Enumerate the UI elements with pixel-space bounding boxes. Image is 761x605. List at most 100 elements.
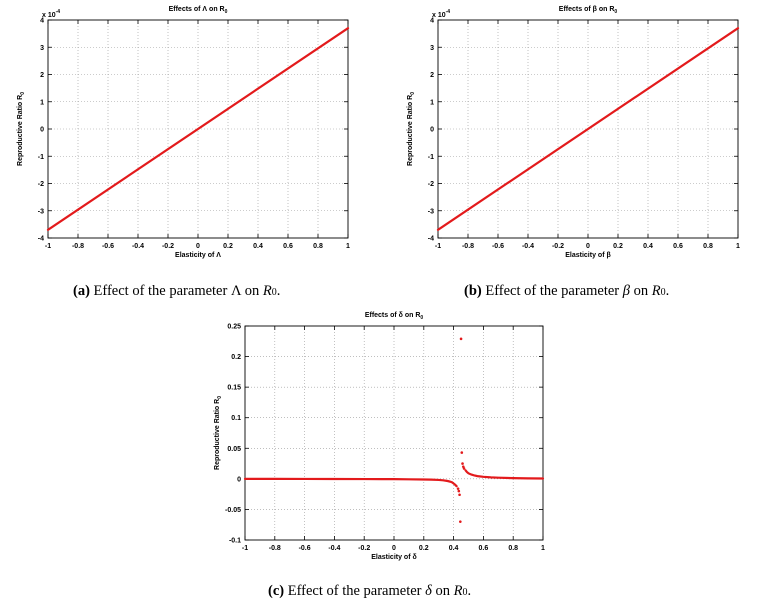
x-tick-label: 0.8 [703,243,713,250]
series-line [436,27,740,231]
data-point [456,487,460,490]
caption-b-text: Effect of the parameter [485,283,623,299]
y-tick-label: -3 [428,208,434,215]
y-tick-label: 1 [430,99,434,106]
x-tick-label: 0.2 [223,243,233,250]
x-axis-label: Elasticity of Λ [175,252,221,259]
y-tick-label: 0.1 [231,415,241,422]
caption-b-param: β [622,283,630,299]
chart-lambda: -1 -0.8 -0.6 -0.4 -0.2 0 0.2 0.4 0.6 0.8 1 -4 -3 -2 -1… [17,6,350,259]
y-tick-label: 2 [430,72,434,79]
y-tick-label: -0.05 [225,507,241,514]
x-tick-label: -0.4 [132,243,144,250]
x-tick-label: -0.2 [358,545,370,552]
x-tick-label: 0.4 [449,545,459,552]
y-axis-label-sub: 0 [20,92,26,95]
caption-c-sub: 0 [462,587,468,598]
chart-title: Effects of β on R0 [559,6,618,15]
y-axis-label-sub: 0 [410,92,416,95]
x-tick-label: 0.8 [508,545,518,552]
plot-frame [47,19,349,239]
data-point [459,337,463,341]
x-tick-label: 0.8 [313,243,323,250]
x-tick-label: 1 [346,243,350,250]
plot-frame [437,19,739,239]
caption-b-end: . [665,283,670,299]
caption-c-symbol: R [453,583,463,599]
y-tick-label: 0 [40,127,44,134]
chart-title: Effects of δ on R0 [365,312,424,321]
x-tick-label: -0.8 [269,545,281,552]
y-tick-label: 0.25 [227,324,241,331]
x-tick-label: 0.4 [643,243,653,250]
x-tick-label: -1 [242,545,248,552]
series-line [243,477,458,488]
y-tick-label: 0.15 [227,385,241,392]
caption-b-symbol: R [651,283,661,299]
y-multiplier: x 10-4 [42,9,60,19]
caption-c-mid: on [431,583,454,599]
x-tick-label: 0 [196,243,200,250]
y-tick-label: -0.1 [229,538,241,545]
plot-area [245,326,543,540]
chart-title-sub: 0 [614,9,617,15]
chart-title: Effects of Λ on R0 [169,6,228,15]
caption-b-mid: on [630,283,652,299]
y-tick-label: 1 [40,99,44,106]
x-tick-label: -1 [435,243,441,250]
caption-c-end: . [467,583,472,599]
x-tick-label: 0.2 [419,545,429,552]
caption-a: (a) Effect of the parameter Λ on R0. [73,283,280,300]
chart-title-sub: 0 [225,9,228,15]
x-tick-label: -0.8 [72,243,84,250]
y-tick-label: -4 [428,236,434,243]
y-tick-label: 3 [40,45,44,52]
caption-a-symbol: R [262,283,272,299]
caption-c-param: δ [425,583,432,599]
caption-b-sub: 0 [660,287,666,298]
x-tick-label: 0.6 [673,243,683,250]
y-tick-label: -1 [428,154,434,161]
caption-a-text: Effect of the parameter Λ on [93,283,263,299]
y-axis-label: Reproductive Ratio R0 [214,396,223,470]
y-axis-label-sub: 0 [217,396,223,399]
y-tick-label: -2 [38,181,44,188]
caption-a-end: . [276,283,281,299]
caption-b: (b) Effect of the parameter β on R0. [464,283,669,300]
x-tick-label: -0.6 [299,545,311,552]
x-tick-label: -0.6 [102,243,114,250]
caption-a-sub: 0 [271,287,277,298]
y-axis-label: Reproductive Ratio R0 [17,92,26,166]
y-multiplier: x 10-4 [432,9,450,19]
x-tick-label: -0.4 [328,545,340,552]
data-point [461,462,464,465]
caption-b-label: (b) [464,283,482,299]
x-tick-label: -0.2 [552,243,564,250]
x-tick-label: -0.2 [162,243,174,250]
series-line [464,469,545,480]
y-tick-label: -2 [428,181,434,188]
caption-c-text: Effect of the parameter [287,583,426,599]
data-point [459,520,462,523]
y-tick-label: -1 [38,154,44,161]
y-tick-label: 0 [237,476,241,483]
x-axis-label: Elasticity of δ [371,554,416,561]
data-point [458,493,461,497]
x-tick-label: -0.4 [522,243,534,250]
y-tick-label: 2 [40,72,44,79]
y-tick-label: -3 [38,208,44,215]
y-tick-label: 0 [430,127,434,134]
plot-frame [244,325,544,541]
y-axis-label: Reproductive Ratio R0 [407,92,416,166]
caption-a-label: (a) [73,283,90,299]
y-tick-label: 0.05 [227,446,241,453]
caption-c-label: (c) [268,583,285,599]
series-line [46,27,350,231]
x-tick-label: 0.2 [613,243,623,250]
y-tick-label: -4 [38,236,44,243]
y-tick-label: 3 [430,45,434,52]
x-tick-label: 0.6 [283,243,293,250]
x-axis-label: Elasticity of β [565,252,611,259]
x-tick-label: 0.6 [479,545,489,552]
data-point [462,467,466,470]
